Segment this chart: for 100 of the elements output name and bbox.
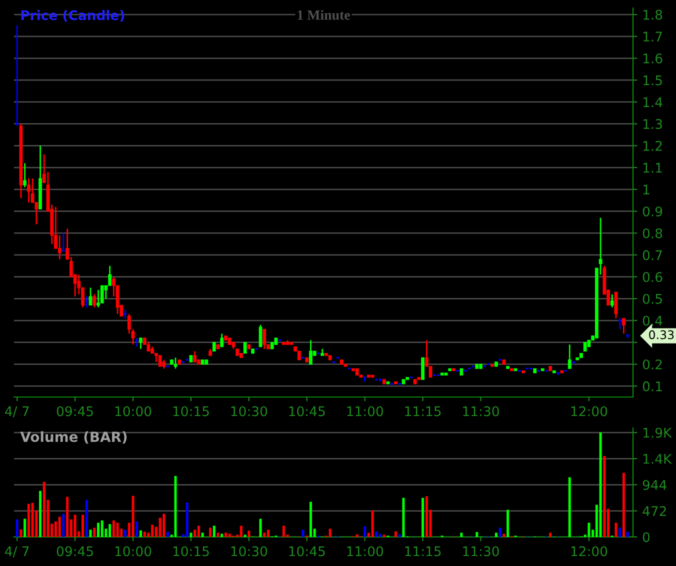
bar (162, 514, 166, 537)
y-tick-label: 0 (642, 532, 650, 542)
candlestick (193, 350, 197, 363)
bar (108, 524, 112, 537)
bar (20, 529, 22, 537)
bar (460, 532, 463, 537)
x-tick-label: 11:30 (463, 546, 499, 556)
y-tick-label: 944 (642, 480, 666, 490)
bar (139, 530, 142, 537)
y-tick-label: 472 (642, 506, 666, 516)
x-tick-label: 10:15 (173, 546, 209, 556)
bar (224, 532, 227, 537)
bar (394, 531, 398, 537)
bar (402, 498, 405, 537)
bar (66, 496, 69, 537)
bar (132, 496, 134, 537)
bar (190, 532, 192, 537)
bar (143, 532, 146, 537)
bar (112, 520, 115, 537)
candlestick (262, 328, 266, 350)
bar (31, 502, 34, 537)
x-tick-label: 10:30 (231, 546, 268, 556)
y-tick-label: 0.4 (642, 316, 662, 326)
x-tick-label: 4/ 7 (5, 406, 29, 418)
y-tick-label: 0.6 (642, 272, 662, 282)
x-tick-label: 10:45 (289, 406, 325, 416)
bar (220, 534, 224, 537)
candlestick (100, 285, 104, 304)
candlestick (66, 228, 70, 260)
candlestick (158, 355, 162, 367)
y-tick-label: 1.8 (643, 10, 662, 20)
x-tick-label: 11:15 (405, 406, 441, 416)
y-tick-label: 1.1 (643, 162, 662, 173)
bar (116, 522, 119, 537)
y-tick-label: 1.3 (643, 119, 662, 130)
candlestick (309, 339, 312, 365)
bar (39, 490, 42, 537)
y-tick-label: 0.8 (642, 228, 662, 238)
bar (476, 532, 478, 537)
bar (124, 530, 127, 537)
bar (194, 530, 196, 537)
bar (379, 534, 382, 537)
bar (282, 526, 285, 537)
bar (494, 532, 498, 537)
x-tick-label: 4/ 7 (5, 546, 29, 558)
bar (24, 518, 26, 537)
candlestick (58, 234, 62, 260)
bar (422, 498, 424, 537)
bar (302, 530, 304, 537)
x-tick-label: 10:45 (289, 546, 325, 556)
x-tick-label: 11:00 (347, 546, 383, 556)
y-tick-label: 1.7 (643, 32, 662, 42)
x-tick-label: 09:45 (56, 546, 93, 556)
bar (599, 432, 602, 537)
x-tick-label: 10:15 (173, 406, 209, 416)
candlestick (26, 178, 30, 204)
bar (398, 534, 401, 537)
bar (364, 526, 366, 537)
y-tick-label: 0.9 (642, 206, 662, 216)
y-tick-label: 1.6 (643, 53, 662, 64)
candlestick (96, 289, 100, 308)
bar (212, 526, 216, 537)
candlestick (42, 154, 46, 184)
bar (603, 456, 606, 537)
candlestick (243, 342, 247, 354)
bar (136, 521, 138, 537)
bar (309, 502, 312, 537)
x-tick-label: 10:30 (231, 406, 268, 416)
bar (506, 510, 510, 537)
candlestick (610, 294, 614, 308)
bar (618, 528, 622, 537)
bar (498, 528, 502, 537)
bar (549, 532, 552, 537)
y-tick-label: 1.5 (643, 76, 662, 86)
bar (85, 500, 88, 537)
y-tick-label: 0.5 (642, 294, 662, 304)
bar (42, 482, 46, 537)
bar (425, 496, 428, 537)
bar (568, 477, 571, 537)
bar (263, 532, 266, 537)
y-tick-label: 1.2 (643, 140, 662, 151)
bar (375, 531, 378, 537)
bar (93, 528, 96, 537)
bar (82, 514, 84, 537)
candlestick (23, 162, 27, 188)
bar (588, 522, 590, 537)
x-tick-label: 09:45 (56, 406, 93, 416)
bar (502, 534, 506, 537)
chart-title: Volume (BAR) (20, 431, 127, 444)
bar (166, 532, 170, 537)
y-tick-label: 1.9K (643, 428, 672, 438)
x-tick-label: 12:00 (571, 546, 608, 556)
bar (27, 504, 30, 537)
candlestick (174, 356, 178, 370)
bar (622, 472, 625, 537)
bar (209, 528, 212, 537)
bar (216, 532, 220, 537)
bar (16, 519, 18, 537)
text: 0.33 (649, 330, 674, 340)
candlestick (92, 294, 96, 308)
